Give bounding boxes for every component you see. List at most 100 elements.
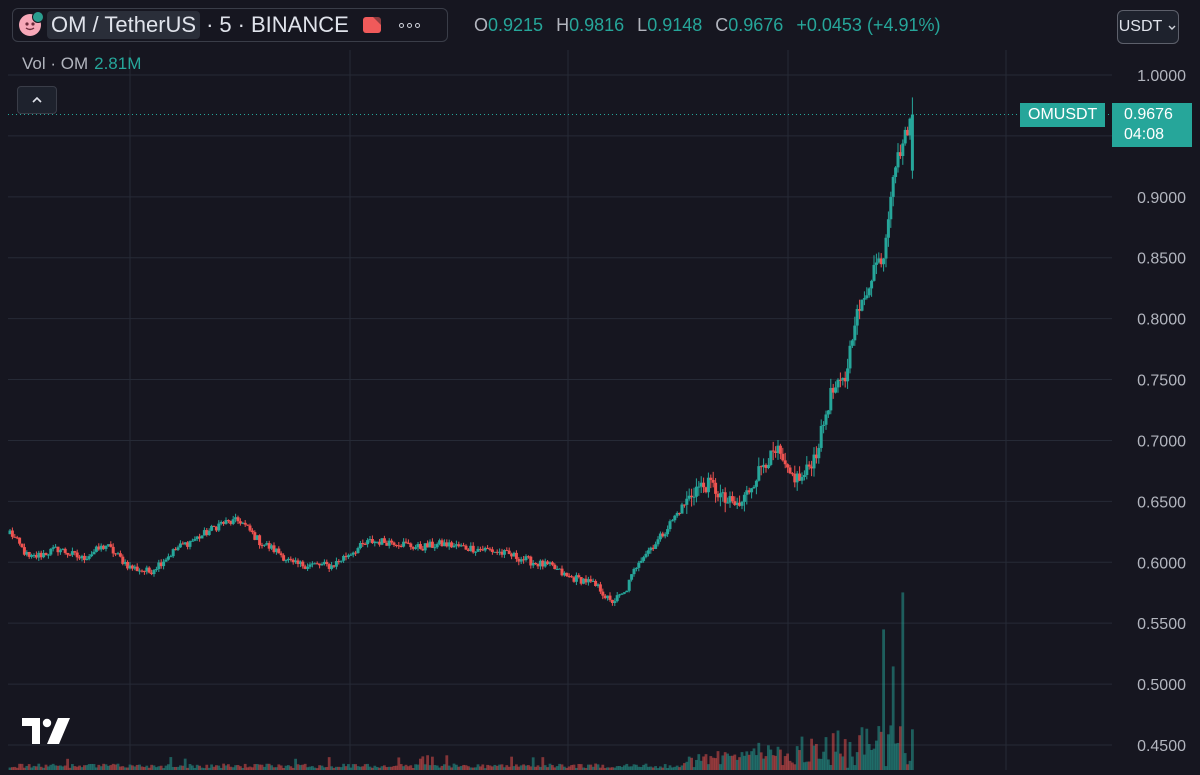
volume-bar	[776, 746, 780, 770]
volume-bar	[584, 767, 588, 770]
separator-dot: ·	[237, 12, 245, 37]
volume-bar	[265, 763, 269, 770]
candle-body	[423, 543, 427, 551]
candle-body	[500, 551, 504, 555]
candle-body	[97, 546, 101, 550]
candle-body	[886, 219, 890, 238]
currency-selector[interactable]: USDT	[1117, 10, 1179, 44]
more-icon[interactable]	[398, 22, 420, 28]
high-label: H	[556, 15, 570, 35]
exchange-badge-icon	[32, 11, 44, 23]
candle-body	[742, 494, 746, 502]
candle-body	[896, 152, 900, 168]
volume-bar	[728, 755, 732, 770]
volume-bar	[203, 768, 206, 770]
candle-body	[248, 525, 252, 531]
volume-bar	[87, 764, 91, 770]
volume-bar	[481, 764, 485, 770]
candle-body	[176, 547, 180, 550]
volume-bar	[620, 766, 624, 770]
candle-body	[25, 552, 29, 555]
volume-bar	[251, 767, 254, 770]
candle-body	[776, 445, 780, 453]
candle-body	[162, 561, 166, 567]
volume-bar	[867, 744, 871, 770]
volume-bar	[733, 754, 737, 770]
candle-body	[877, 258, 881, 263]
collapse-legend-button[interactable]	[17, 86, 57, 114]
volume-bar	[248, 766, 252, 770]
candle-body	[387, 540, 391, 546]
symbol-name[interactable]: OM / TetherUS	[47, 11, 201, 39]
candle-body	[598, 584, 602, 592]
candle-body	[411, 547, 415, 549]
volume-bar	[632, 764, 636, 770]
volume-bar	[407, 766, 410, 770]
candle-body	[342, 555, 346, 561]
candle-body	[586, 579, 590, 583]
volume-bars	[8, 592, 914, 770]
volume-bar	[678, 767, 681, 770]
candle-body	[716, 493, 720, 498]
price-axis[interactable]: 1.00000.95000.90000.85000.80000.75000.70…	[1137, 68, 1186, 755]
close-value: 0.9676	[728, 15, 784, 35]
red-flag-icon[interactable]	[362, 17, 381, 33]
candle-body	[135, 566, 139, 572]
candle-body	[438, 540, 442, 545]
candle-body	[771, 450, 775, 452]
volume-bar	[896, 742, 900, 770]
candle-body	[356, 548, 360, 554]
volume-bar	[397, 757, 401, 770]
volume-bar	[423, 764, 427, 770]
volume-bar	[404, 764, 408, 770]
candle-body	[709, 477, 713, 480]
candle-body	[392, 542, 396, 546]
volume-bar	[471, 767, 475, 770]
candle-body	[106, 544, 110, 546]
volume-bar	[745, 751, 749, 770]
open-label: O	[474, 15, 489, 35]
volume-bar	[193, 767, 197, 770]
candle-body	[740, 501, 744, 506]
volume-bar	[361, 766, 365, 770]
volume-bar	[493, 764, 497, 770]
volume-bar	[49, 764, 53, 770]
volume-bar	[543, 765, 547, 770]
volume-bar	[227, 764, 230, 770]
volume-bar	[668, 765, 672, 770]
candle-body	[522, 559, 526, 561]
candle-body	[104, 545, 108, 549]
candle-body	[906, 129, 910, 136]
volume-legend[interactable]: Vol · OM 2.81M	[22, 54, 141, 74]
volume-bar	[145, 765, 149, 770]
volume-bar	[906, 764, 909, 770]
volume-bar	[383, 765, 386, 770]
volume-bar	[630, 766, 633, 770]
candle-body	[238, 521, 242, 524]
candle-body	[514, 552, 518, 559]
volume-bar	[855, 752, 859, 770]
volume-bar	[553, 767, 557, 770]
volume-bar	[243, 763, 247, 770]
volume-bar	[735, 759, 739, 770]
candle-body	[202, 530, 206, 536]
volume-bar	[911, 729, 914, 770]
chevron-down-icon	[1168, 25, 1176, 30]
tradingview-logo[interactable]	[22, 718, 70, 744]
low-value: 0.9148	[647, 15, 703, 35]
volume-bar	[704, 754, 708, 770]
candle-body	[253, 532, 257, 540]
price-axis-label: 0.9000	[1137, 190, 1186, 207]
candle-body	[800, 476, 804, 481]
volume-bar	[47, 766, 50, 770]
volume-label: Vol · OM	[22, 54, 89, 73]
volume-bar	[253, 764, 257, 770]
volume-bar	[363, 764, 367, 770]
symbol-legend[interactable]: OM / TetherUS · 5 · BINANCE	[12, 8, 448, 42]
volume-bar	[366, 763, 369, 770]
volume-bar	[299, 765, 302, 770]
volume-bar	[875, 740, 878, 770]
interval-label[interactable]: 5	[219, 12, 232, 37]
volume-bar	[560, 764, 564, 770]
